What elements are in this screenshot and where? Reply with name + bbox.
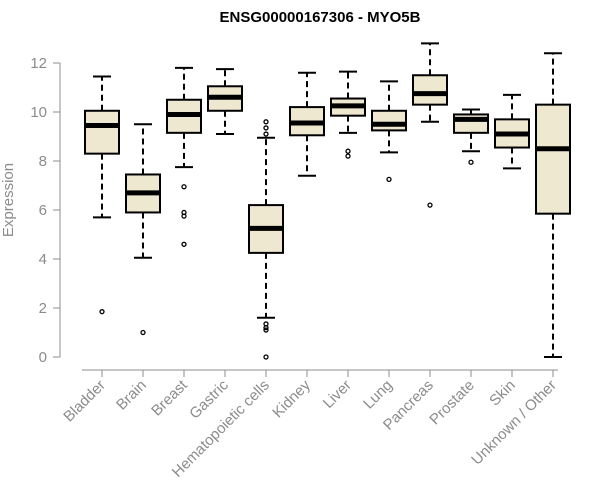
box-group bbox=[330, 70, 366, 159]
outlier-point bbox=[345, 148, 351, 154]
box-group bbox=[207, 68, 243, 136]
y-axis: 0 2 4 6 8 10 12 bbox=[30, 55, 60, 366]
outlier-point bbox=[181, 241, 187, 247]
y-tick-label: 12 bbox=[30, 55, 47, 72]
outlier-point bbox=[263, 119, 269, 125]
box-group bbox=[84, 75, 120, 315]
outlier-point bbox=[468, 159, 474, 165]
box bbox=[535, 103, 571, 215]
box-group bbox=[371, 80, 407, 183]
box bbox=[412, 74, 448, 106]
box-group bbox=[166, 66, 202, 247]
outlier-point bbox=[263, 354, 269, 360]
outlier-point bbox=[263, 125, 269, 131]
y-tick-label: 2 bbox=[39, 300, 47, 317]
outlier-point bbox=[140, 329, 146, 336]
outlier-point bbox=[263, 324, 269, 331]
box-group bbox=[412, 42, 448, 208]
x-tick-label: Brain bbox=[113, 377, 150, 414]
box-group bbox=[248, 119, 284, 360]
x-tick-label: Lung bbox=[360, 377, 396, 413]
outlier-point bbox=[345, 153, 351, 159]
box bbox=[371, 109, 407, 132]
outlier-point bbox=[99, 309, 105, 315]
y-tick-label: 10 bbox=[30, 104, 47, 121]
outlier-point bbox=[181, 184, 187, 190]
box-group bbox=[535, 52, 571, 358]
box-group bbox=[494, 93, 530, 170]
box-group bbox=[289, 71, 325, 177]
y-tick-label: 0 bbox=[39, 349, 47, 366]
box-group bbox=[453, 108, 489, 165]
box-group bbox=[125, 123, 161, 336]
box-series bbox=[84, 42, 571, 360]
y-axis-label: Expression bbox=[0, 163, 17, 237]
y-tick-label: 6 bbox=[39, 202, 47, 219]
y-tick-label: 8 bbox=[39, 153, 47, 170]
outlier-point bbox=[386, 176, 392, 183]
box bbox=[84, 109, 120, 155]
outlier-point bbox=[427, 202, 433, 208]
x-tick-label: Kidney bbox=[269, 376, 314, 421]
x-tick-label: Skin bbox=[486, 377, 519, 410]
y-tick-label: 4 bbox=[39, 251, 47, 268]
x-tick-label: Prostate bbox=[426, 377, 478, 429]
x-tick-label: Liver bbox=[320, 377, 355, 412]
chart-title: ENSG00000167306 - MYO5B bbox=[220, 9, 421, 26]
outlier-point bbox=[263, 131, 269, 137]
outlier-point bbox=[181, 213, 187, 219]
x-tick-label: Bladder bbox=[60, 377, 109, 426]
x-tick-label: Breast bbox=[148, 376, 191, 419]
outlier-point bbox=[263, 327, 269, 333]
